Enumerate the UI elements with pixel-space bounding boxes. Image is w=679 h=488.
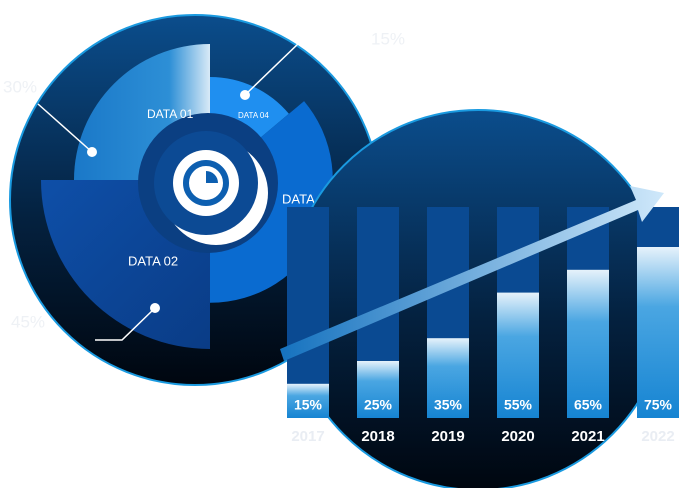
percent-label: 15% bbox=[371, 29, 405, 48]
year-label: 2020 bbox=[501, 428, 534, 445]
bar bbox=[567, 269, 609, 418]
segment-label: DATA 04 bbox=[238, 111, 269, 120]
segment-label: DATA 01 bbox=[147, 107, 194, 121]
center-icon bbox=[138, 113, 278, 253]
year-label: 2019 bbox=[431, 428, 464, 445]
bar-disc bbox=[287, 109, 669, 488]
percent-label: 30% bbox=[3, 77, 37, 96]
year-label: 2021 bbox=[571, 428, 604, 445]
segment-label: DATA 02 bbox=[128, 253, 178, 268]
leader-dot bbox=[150, 303, 160, 313]
bar bbox=[637, 247, 679, 418]
year-label: 2018 bbox=[361, 428, 394, 445]
leader-line bbox=[244, 41, 326, 96]
bar-chart: 15% 2017 25% 2018 35% 2019 55% 2020 65% 2021 75% 20… bbox=[287, 207, 679, 445]
bar bbox=[427, 338, 469, 418]
trend-arrow bbox=[280, 186, 664, 361]
leader-line bbox=[37, 103, 93, 153]
bar bbox=[357, 361, 399, 418]
leader-dot bbox=[87, 147, 97, 157]
bar-track bbox=[287, 207, 329, 418]
bar bbox=[497, 292, 539, 418]
value-label: 75% bbox=[644, 397, 673, 413]
leader-line bbox=[95, 307, 156, 341]
value-label: 65% bbox=[574, 397, 603, 413]
bar bbox=[287, 383, 329, 418]
leader-dot bbox=[240, 90, 250, 100]
value-label: 15% bbox=[294, 397, 323, 413]
value-label: 55% bbox=[504, 397, 533, 413]
year-label: 2022 bbox=[641, 428, 674, 445]
year-label: 2017 bbox=[291, 428, 324, 445]
percent-label: 45% bbox=[11, 312, 45, 331]
value-label: 25% bbox=[364, 397, 393, 413]
value-label: 35% bbox=[434, 397, 463, 413]
